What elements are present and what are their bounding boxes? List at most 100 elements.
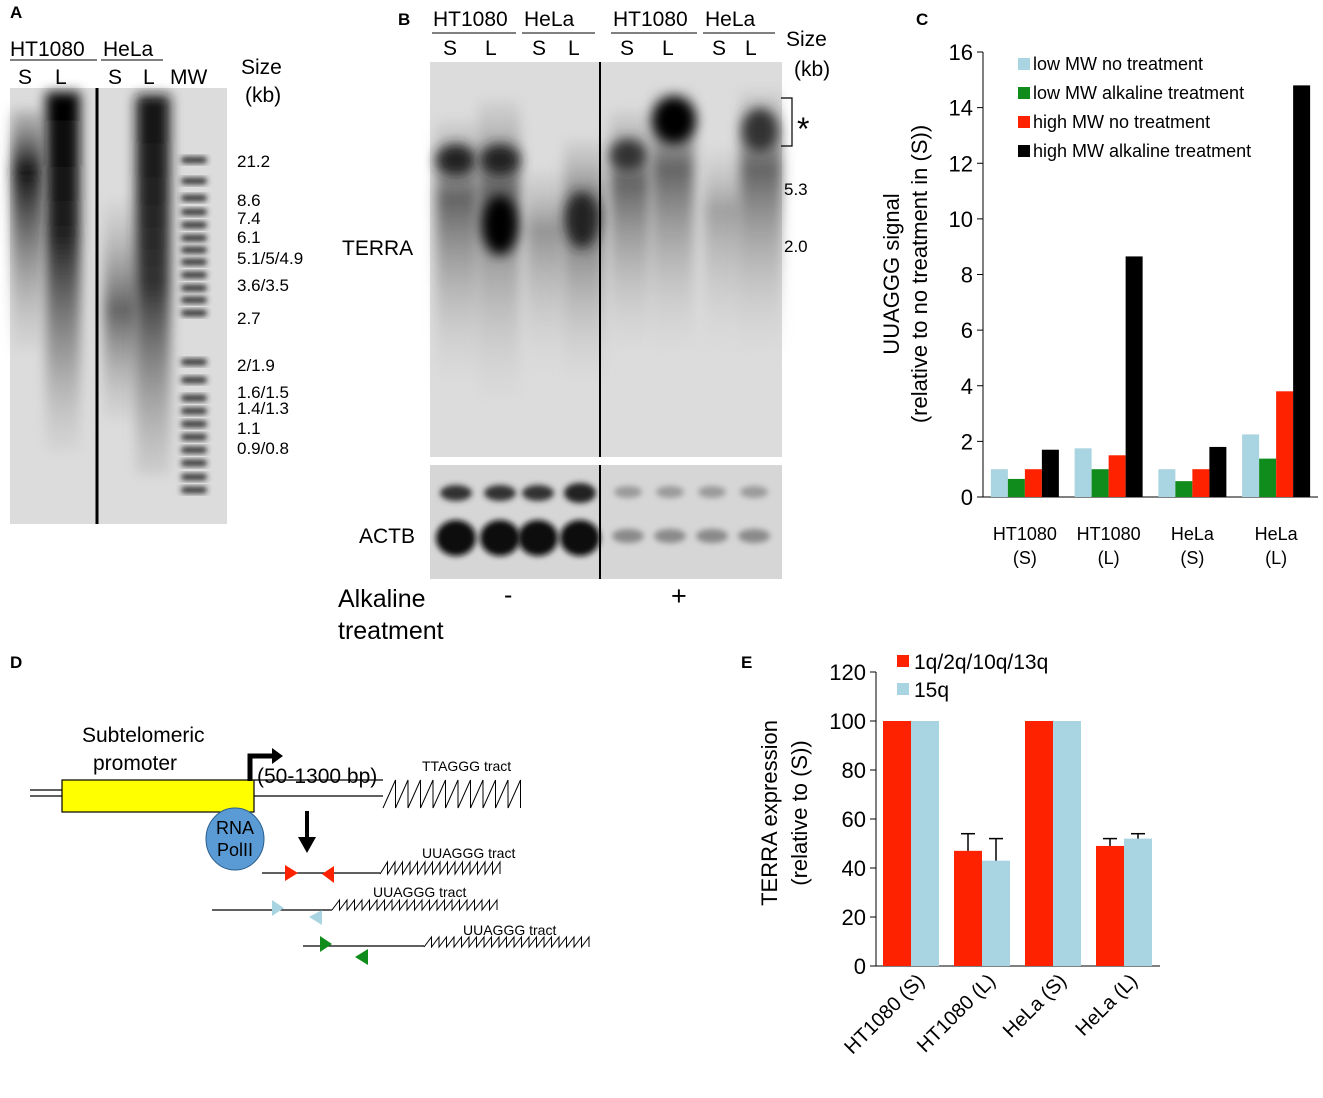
mw-ladder-band xyxy=(181,377,207,383)
promoter-label-2: promoter xyxy=(93,752,177,775)
mw-ladder-band xyxy=(181,359,207,365)
panel-b: B HT1080 HeLa HT1080 HeLa S L S L S L S … xyxy=(338,8,830,645)
panel-a-lane-mw: MW xyxy=(170,66,207,89)
mw-ladder-band xyxy=(181,408,207,414)
terra-label: TERRA xyxy=(342,237,413,260)
panel-d-letter: D xyxy=(10,653,22,672)
panel-c: C 0 2 4 6 8 10 12 14 16 HT1080 (S) HT1080 (L) HeLa (S… xyxy=(879,10,1318,568)
primer-forward-lightblue xyxy=(272,900,284,916)
c-category-label: HT1080 xyxy=(1077,524,1141,544)
size-label-a: 1.1 xyxy=(237,419,261,438)
mw-ladder-band xyxy=(181,259,207,265)
c-ytick-label: 8 xyxy=(961,263,973,288)
c-bar xyxy=(1041,449,1059,497)
polymerase-label: RNA xyxy=(216,818,254,838)
actb-band xyxy=(612,529,644,543)
alkaline-label: Alkaline xyxy=(338,585,426,613)
panel-b-lane: L xyxy=(485,37,497,60)
actb-band xyxy=(696,529,728,543)
size-label-a: 21.2 xyxy=(237,152,270,171)
c-bar xyxy=(1108,455,1126,497)
e-ytick-label: 120 xyxy=(829,660,866,685)
panel-a-size-header: Size xyxy=(241,56,282,79)
size-label-a: 8.6 xyxy=(237,191,261,210)
c-legend-label: low MW no treatment xyxy=(1033,54,1203,74)
panel-a-blot xyxy=(10,88,227,524)
c-ytick-label: 6 xyxy=(961,318,973,343)
uuaggg-label-3: UUAGGG tract xyxy=(463,922,556,938)
e-legend-swatch xyxy=(897,683,909,695)
uuaggg-label-1: UUAGGG tract xyxy=(422,845,515,861)
e-ytick-label: 20 xyxy=(842,905,866,930)
mw-ladder-band xyxy=(181,157,207,163)
c-bar xyxy=(1192,469,1210,497)
panel-e-letter: E xyxy=(741,653,752,672)
actb-band xyxy=(738,529,770,543)
mw-ladder-band xyxy=(181,247,207,253)
e-ytick-label: 0 xyxy=(854,954,866,979)
terra-band xyxy=(610,139,646,171)
panel-b-lane: L xyxy=(568,37,580,60)
primer-reverse-lightblue xyxy=(309,910,322,925)
panel-c-chart: 0 2 4 6 8 10 12 14 16 HT1080 (S) HT1080 (L) HeLa (S) H… xyxy=(949,40,1318,568)
c-bar xyxy=(1007,478,1025,497)
mw-ladder-band xyxy=(181,434,207,440)
c-ytick-label: 16 xyxy=(949,40,973,65)
primer-forward-red xyxy=(285,865,298,881)
subtelomeric-promoter-box xyxy=(61,779,255,813)
panel-b-lane: S xyxy=(532,37,546,60)
uuaggg-zigzag-1 xyxy=(379,860,501,876)
rna-polii xyxy=(205,807,265,871)
e-ylabel: TERRA expression xyxy=(757,720,782,906)
c-bar xyxy=(1175,481,1193,497)
c-bar xyxy=(990,469,1008,497)
c-bar xyxy=(1209,446,1227,497)
mw-ladder-band xyxy=(181,272,207,278)
size-label-a: 2.7 xyxy=(237,309,261,328)
actb-band xyxy=(564,483,596,503)
mw-ladder-band xyxy=(181,178,207,184)
c-bar xyxy=(1276,391,1294,497)
mw-ladder-band xyxy=(181,421,207,427)
c-ylabel-2: (relative to no treatment in (S)) xyxy=(907,125,932,423)
size-label-a: 3.6/3.5 xyxy=(237,276,289,295)
panel-a-header-ht1080: HT1080 xyxy=(10,38,85,61)
panel-a: A HT1080 HeLa S L S L MW Size (kb) 21.2 … xyxy=(10,3,303,524)
panel-b-lane: S xyxy=(443,37,457,60)
panel-b-terra-blot xyxy=(430,62,782,457)
e-ytick-label: 100 xyxy=(829,709,866,734)
primer-reverse-green xyxy=(355,949,368,965)
e-bar xyxy=(883,721,911,966)
c-category-label: HeLa xyxy=(1255,524,1299,544)
panel-b-header-ht1080-1: HT1080 xyxy=(433,8,508,31)
panel-b-header-ht1080-2: HT1080 xyxy=(613,8,688,31)
minus-label: - xyxy=(504,581,512,609)
panel-a-smear-hela-s xyxy=(104,200,138,420)
e-category-label: HeLa (L) xyxy=(1071,970,1142,1041)
e-ytick-label: 40 xyxy=(842,856,866,881)
c-ytick-label: 10 xyxy=(949,207,973,232)
mw-ladder-band xyxy=(181,209,207,215)
terra-band xyxy=(566,192,598,248)
size-label-a: 1.6/1.5 xyxy=(237,383,289,402)
mw-ladder-band xyxy=(181,395,207,401)
panel-a-size-unit: (kb) xyxy=(245,84,281,107)
uuaggg-label-2: UUAGGG tract xyxy=(373,884,466,900)
actb-band xyxy=(484,485,516,501)
c-bar xyxy=(1091,469,1109,497)
mw-ladder-band xyxy=(181,460,207,466)
c-bar xyxy=(1024,469,1042,497)
primer-forward-green xyxy=(320,936,332,952)
c-legend-swatch xyxy=(1018,145,1030,157)
panel-b-size-unit: (kb) xyxy=(794,58,830,81)
c-ytick-label: 0 xyxy=(961,485,973,510)
panel-a-smear-hela-l xyxy=(136,95,170,475)
panel-b-letter: B xyxy=(398,10,410,29)
promoter-label: Subtelomeric xyxy=(82,724,205,747)
polymerase-label-2: PolII xyxy=(217,840,253,860)
actb-band xyxy=(440,485,472,501)
c-legend-swatch xyxy=(1018,116,1030,128)
e-legend-swatch xyxy=(897,655,909,667)
